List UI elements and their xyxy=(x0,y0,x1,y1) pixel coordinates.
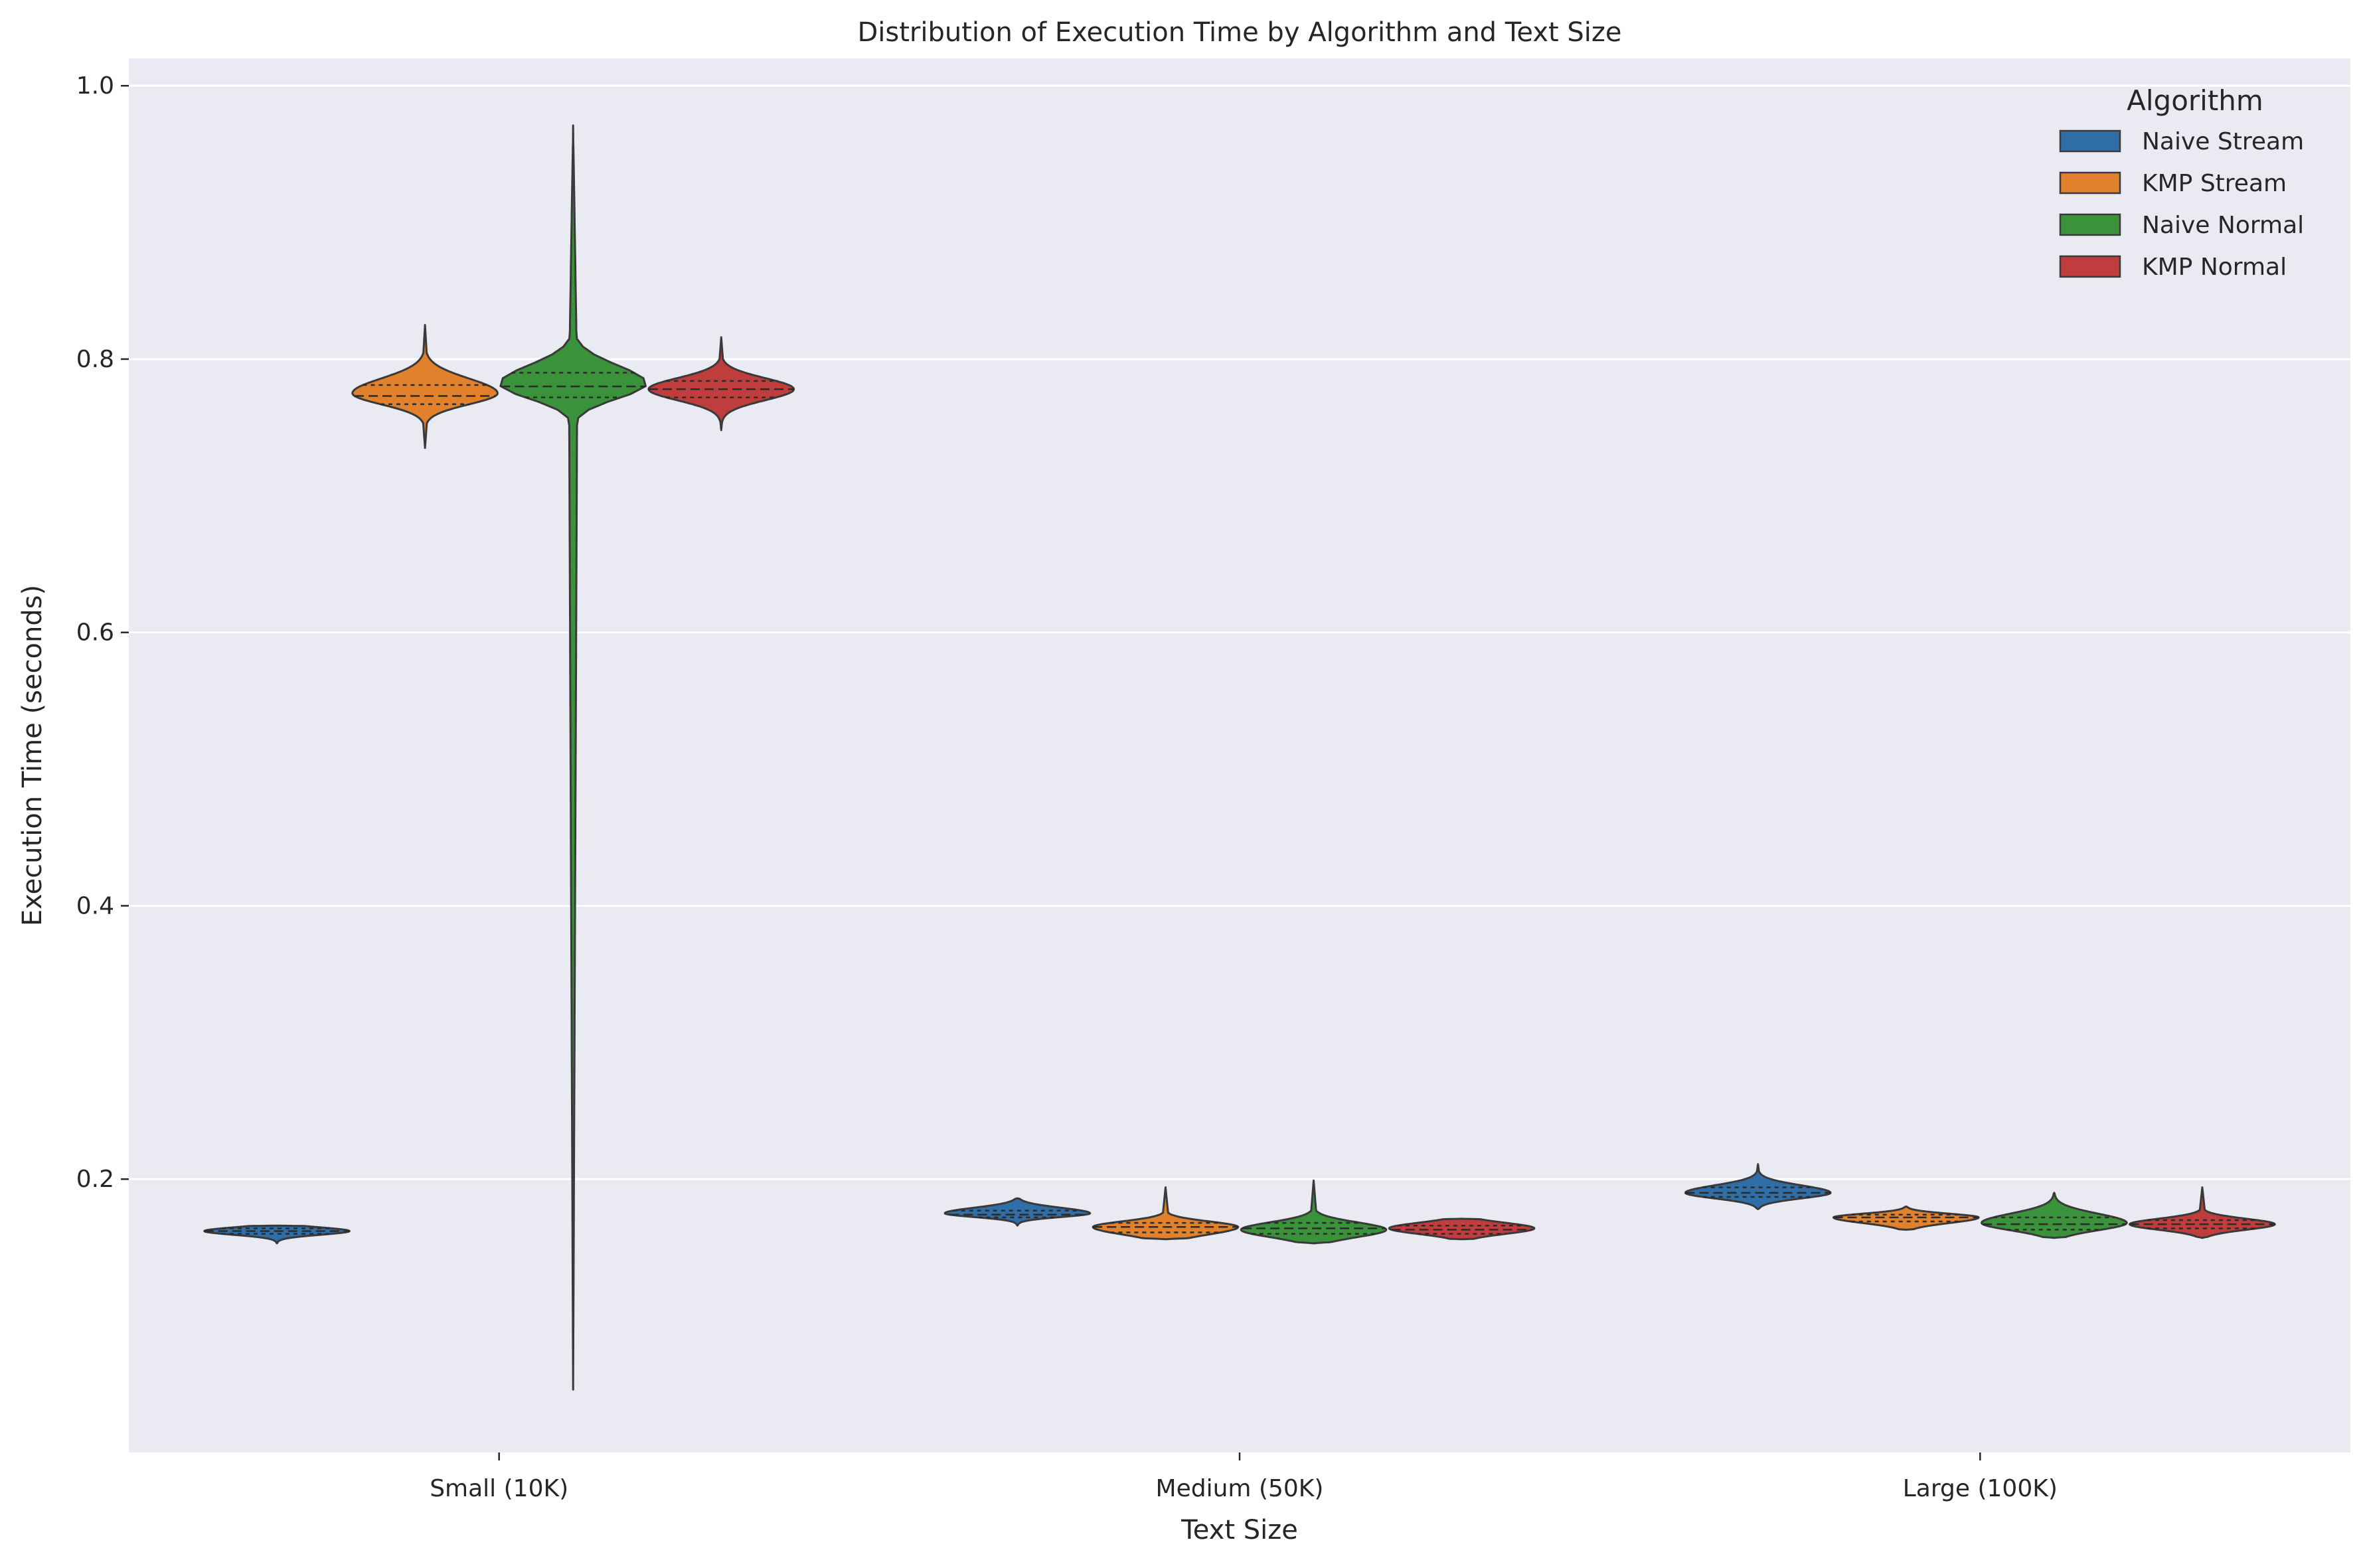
plot-area xyxy=(129,58,2350,1452)
legend: Algorithm Naive Stream KMP Stream Naive No… xyxy=(2059,84,2304,281)
y-tick-label: 0.6 xyxy=(76,619,114,647)
y-tick-label: 0.4 xyxy=(76,892,114,919)
x-axis-ticks: Small (10K) Medium (50K) Large (100K) xyxy=(430,1452,2058,1502)
legend-swatch xyxy=(2059,171,2121,195)
violin-group xyxy=(943,1197,1092,1227)
y-axis-label: Execution Time (seconds) xyxy=(17,585,48,926)
legend-item: KMP Stream xyxy=(2059,170,2287,197)
legend-item: Naive Normal xyxy=(2059,212,2304,239)
violin-group xyxy=(1833,1205,1980,1231)
violins xyxy=(203,124,2276,1391)
legend-swatch xyxy=(2059,255,2121,278)
violin-group xyxy=(1684,1163,1832,1210)
y-tick-label: 0.8 xyxy=(76,346,114,373)
x-tick-label: Medium (50K) xyxy=(1156,1475,1324,1502)
violin-body xyxy=(943,1197,1092,1227)
violin-body xyxy=(2129,1186,2276,1239)
violin-group xyxy=(351,324,499,449)
y-axis-ticks: 0.2 0.4 0.6 0.8 1.0 xyxy=(76,72,129,1193)
legend-label: Naive Stream xyxy=(2142,128,2304,155)
legend-swatch xyxy=(2059,129,2121,153)
violin-body xyxy=(647,336,795,431)
violin-group xyxy=(2129,1186,2276,1239)
chart-title: Distribution of Execution Time by Algori… xyxy=(857,17,1621,48)
legend-swatch xyxy=(2059,213,2121,236)
y-tick-label: 0.2 xyxy=(76,1166,114,1193)
legend-label: KMP Normal xyxy=(2142,254,2287,281)
legend-item: Naive Stream xyxy=(2059,128,2304,155)
legend-label: Naive Normal xyxy=(2142,212,2304,239)
violin-body xyxy=(499,124,647,1391)
violin-body xyxy=(1981,1192,2128,1239)
legend-label: KMP Stream xyxy=(2142,170,2287,197)
violin-body xyxy=(1684,1163,1832,1210)
grid-lines xyxy=(129,84,2350,1180)
violin-group xyxy=(203,1224,351,1245)
violin-group xyxy=(499,124,647,1391)
violin-group xyxy=(1240,1179,1388,1245)
legend-title: Algorithm xyxy=(2127,84,2263,117)
x-tick-label: Large (100K) xyxy=(1903,1475,2058,1502)
legend-items: Naive Stream KMP Stream Naive Normal KMP No… xyxy=(2059,128,2304,281)
y-tick-label: 1.0 xyxy=(76,72,114,100)
violin-body xyxy=(203,1224,351,1245)
x-axis-label: Text Size xyxy=(1181,1515,1298,1545)
violin-group xyxy=(1092,1186,1240,1241)
violin-body xyxy=(351,324,499,449)
legend-item: KMP Normal xyxy=(2059,254,2287,281)
x-tick-label: Small (10K) xyxy=(430,1475,568,1502)
violin-group xyxy=(1388,1217,1536,1241)
violin-group xyxy=(647,336,795,431)
violin-group xyxy=(1981,1192,2128,1239)
